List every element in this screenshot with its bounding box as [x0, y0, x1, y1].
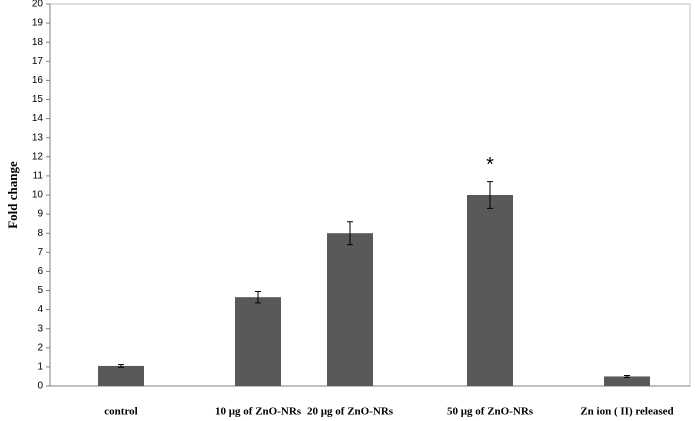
- x-tick-label: Zn ion ( II) released: [580, 406, 673, 418]
- bar: [467, 195, 513, 386]
- y-tick-label: 19: [32, 18, 44, 29]
- y-tick-label: 5: [37, 285, 43, 296]
- y-tick-label: 9: [37, 209, 43, 220]
- x-tick-label: control: [104, 406, 137, 418]
- y-axis-label: Fold change: [5, 161, 20, 229]
- x-tick-label: 50 µg of ZnO-NRs: [447, 406, 534, 418]
- error-bar: [255, 290, 261, 304]
- y-tick-label: 16: [32, 75, 44, 86]
- y-tick-label: 3: [37, 323, 43, 334]
- error-bar: [624, 374, 630, 378]
- bar: [235, 297, 281, 386]
- y-tick-label: 4: [37, 304, 43, 315]
- x-tick-label: 10 µg of ZnO-NRs: [215, 406, 302, 418]
- error-bar: [487, 181, 493, 209]
- error-bar: [347, 221, 353, 246]
- y-tick-label: 14: [32, 113, 44, 124]
- y-tick-label: 20: [32, 0, 44, 10]
- y-tick-label: 18: [32, 37, 44, 48]
- y-tick-label: 8: [37, 228, 43, 239]
- bar: [604, 376, 650, 386]
- y-tick-label: 0: [37, 381, 43, 392]
- y-tick-label: 17: [32, 56, 44, 67]
- y-tick-label: 12: [32, 151, 44, 162]
- y-tick-label: 2: [37, 342, 43, 353]
- y-tick-label: 6: [37, 266, 43, 277]
- y-tick-label: 11: [33, 171, 44, 182]
- y-tick-label: 1: [37, 362, 43, 373]
- bar: [327, 233, 373, 386]
- error-bar: [118, 364, 124, 368]
- annotation: *: [486, 154, 494, 176]
- y-tick-label: 13: [32, 132, 44, 143]
- y-tick-label: 7: [37, 247, 43, 258]
- bar: [98, 365, 144, 386]
- y-tick-label: 15: [32, 94, 44, 105]
- y-tick-label: 10: [32, 190, 44, 201]
- x-tick-label: 20 µg of ZnO-NRs: [307, 406, 394, 418]
